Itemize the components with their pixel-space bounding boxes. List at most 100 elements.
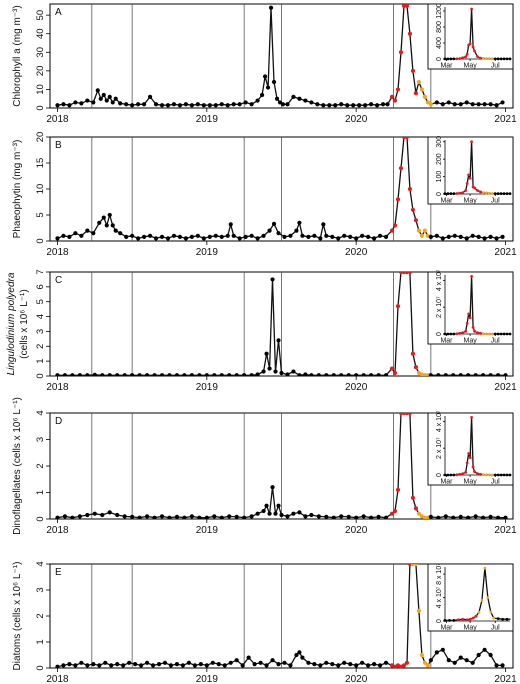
data-point — [159, 234, 165, 239]
data-point — [115, 373, 120, 376]
data-point — [127, 660, 132, 665]
inset-data-point — [493, 192, 497, 196]
data-point — [271, 79, 277, 85]
data-point — [446, 234, 451, 239]
y-tick-label: 3 — [35, 437, 46, 442]
inset-data-point — [468, 316, 472, 320]
data-point — [336, 236, 341, 241]
inset-data-point — [476, 189, 479, 192]
data-point — [249, 233, 254, 238]
data-point — [440, 236, 445, 241]
inset-data-point — [493, 332, 497, 336]
data-point — [330, 662, 335, 667]
data-point — [482, 102, 487, 107]
data-point — [422, 228, 427, 233]
inset-data-point — [480, 599, 484, 602]
x-tick-label: 2019 — [196, 114, 219, 125]
y-tick-label: 0 — [35, 105, 46, 110]
data-point — [369, 102, 374, 107]
data-point — [443, 373, 448, 376]
data-point — [55, 664, 60, 668]
data-point — [92, 511, 97, 516]
data-point — [404, 660, 410, 665]
data-point — [446, 658, 451, 663]
data-point — [297, 96, 302, 101]
data-point — [67, 103, 72, 108]
data-point — [324, 373, 329, 376]
data-point — [270, 277, 275, 282]
y-tick-label: 5 — [35, 299, 46, 304]
x-tick-label: 2019 — [196, 247, 219, 258]
data-point — [285, 102, 290, 107]
data-point — [413, 218, 419, 223]
data-point — [389, 366, 395, 371]
inset-data-point — [483, 566, 487, 570]
data-point — [321, 222, 326, 227]
inset-data-point — [449, 192, 453, 196]
data-point — [67, 662, 72, 667]
data-point — [55, 103, 60, 108]
data-point — [369, 373, 374, 376]
data-point — [392, 98, 398, 103]
data-point — [159, 514, 165, 519]
data-point — [481, 515, 486, 519]
data-point — [361, 514, 366, 519]
data-point — [404, 137, 410, 140]
inset-x-tick-label: Mar — [440, 479, 453, 486]
data-point — [152, 515, 157, 519]
data-point — [321, 103, 326, 108]
data-point — [392, 370, 398, 376]
inset-data-point — [502, 192, 506, 196]
y-tick-label: 10 — [35, 84, 46, 95]
data-point — [259, 92, 265, 98]
inset-data-point — [458, 472, 462, 476]
data-point — [494, 236, 499, 241]
inset-data-point — [471, 325, 475, 329]
data-point — [77, 514, 82, 519]
data-point — [297, 510, 302, 515]
data-point — [270, 485, 275, 490]
data-point — [113, 228, 118, 233]
inset-data-point — [446, 332, 450, 336]
panel-c: 0 1 2 3 4 5 6 7 2018 2019 2020 2021 C Lingulodinium p… — [6, 269, 517, 393]
data-point — [324, 660, 329, 665]
inset-data-point — [452, 192, 456, 196]
inset-data-point — [467, 452, 471, 455]
data-point — [228, 660, 233, 665]
inset-x-tick-label: Mar — [440, 338, 453, 345]
x-tick-label: 2018 — [46, 247, 69, 258]
data-point — [198, 662, 203, 667]
inset-data-point — [446, 57, 450, 61]
inset-data-point — [496, 192, 500, 196]
panel-letter: C — [55, 275, 62, 286]
inset-data-point — [476, 55, 479, 58]
data-point — [360, 233, 365, 238]
inset-data-point — [484, 473, 488, 477]
y-tick-label: 10 — [35, 184, 46, 195]
inset-data-point — [493, 57, 497, 61]
data-point — [77, 373, 82, 376]
data-point — [410, 495, 416, 500]
y-tick-label: 2 — [35, 463, 46, 468]
inset-data-point — [499, 57, 503, 61]
data-point — [413, 506, 419, 511]
data-point — [436, 515, 441, 519]
data-point — [354, 373, 359, 376]
y-tick-label: 2 — [35, 344, 46, 349]
data-point — [67, 234, 72, 239]
panel-b: 0 5 10 15 20 2018 2019 2020 2021 B Phaeophytin (mg… — [12, 132, 517, 258]
inset-data-point — [473, 329, 476, 333]
y-tick-label: 0 — [35, 373, 46, 378]
data-point — [97, 220, 102, 225]
x-tick-label: 2019 — [196, 525, 219, 536]
data-point — [204, 663, 209, 668]
inset-data-point — [455, 473, 459, 477]
data-point — [243, 234, 248, 239]
inset-data-point — [477, 610, 481, 614]
data-point — [189, 514, 194, 519]
inset-data-point — [471, 45, 475, 49]
data-point — [410, 207, 416, 212]
data-point — [177, 234, 183, 239]
data-point — [110, 223, 115, 228]
data-point — [309, 512, 314, 518]
